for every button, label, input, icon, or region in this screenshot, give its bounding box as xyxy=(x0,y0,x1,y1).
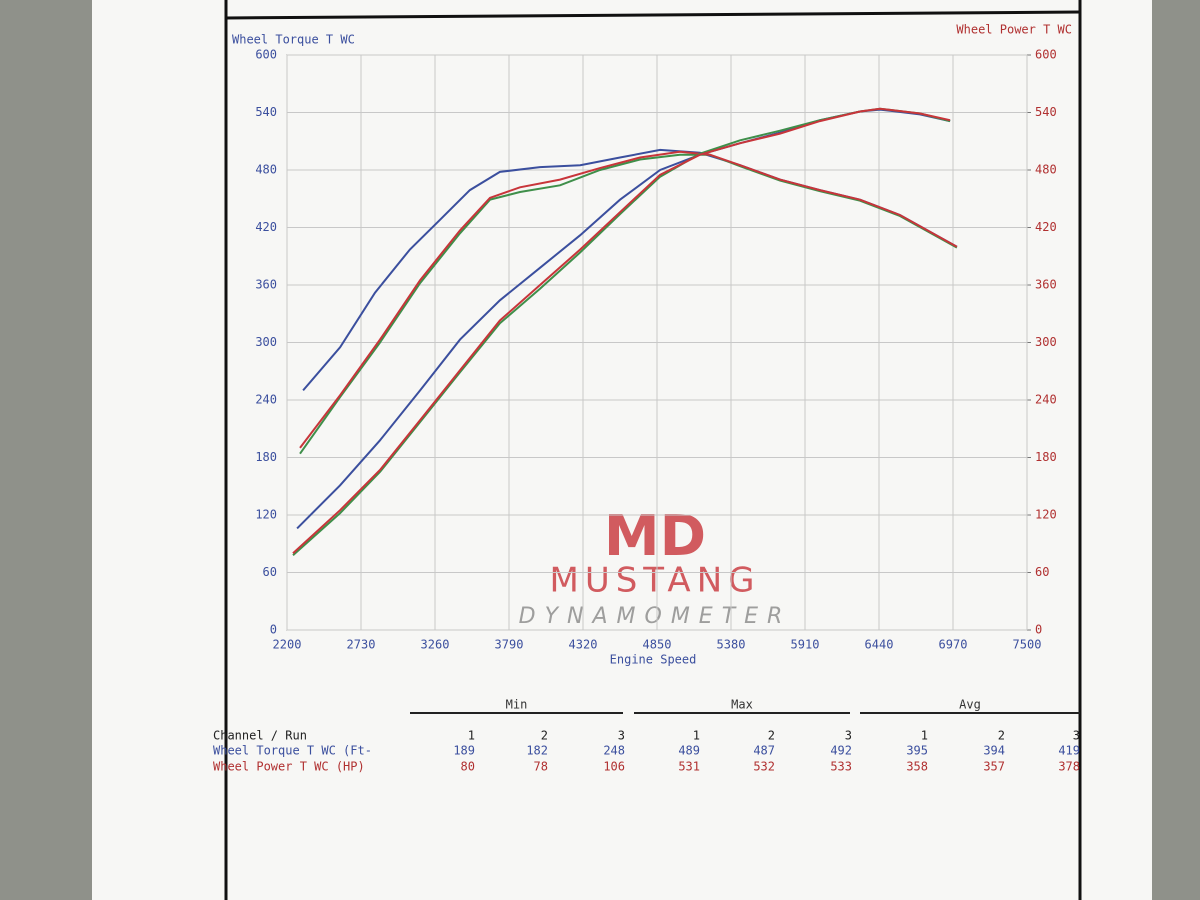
y-tick-label: 420 xyxy=(255,220,277,234)
cell: 80 xyxy=(461,760,475,774)
cell: 378 xyxy=(1058,760,1080,774)
border-top xyxy=(225,10,1081,20)
y2-tick-label: 480 xyxy=(1035,163,1057,177)
y-tick-label: 120 xyxy=(255,508,277,522)
y2-tick-label: 60 xyxy=(1035,565,1049,579)
cell: 248 xyxy=(603,744,625,758)
x-tick-label: 4850 xyxy=(643,638,672,652)
cell: 489 xyxy=(678,744,700,758)
x-tick-label: 6970 xyxy=(939,638,968,652)
x-tick-label: 7500 xyxy=(1013,638,1042,652)
y2-tick-label: 0 xyxy=(1035,623,1042,637)
y2-tick-label: 240 xyxy=(1035,393,1057,407)
y-tick-label: 600 xyxy=(255,48,277,62)
cell: 358 xyxy=(906,760,928,774)
y-tick-label: 540 xyxy=(255,105,277,119)
row-label: Wheel Torque T WC (Ft- xyxy=(213,744,372,758)
x-tick-label: 5910 xyxy=(791,638,820,652)
group-header: Min xyxy=(506,698,528,712)
cell: 532 xyxy=(753,760,775,774)
y-tick-label: 300 xyxy=(255,335,277,349)
run-header: 3 xyxy=(845,729,852,743)
y-tick-label: 0 xyxy=(270,623,277,637)
x-tick-label: 5380 xyxy=(717,638,746,652)
cell: 395 xyxy=(906,744,928,758)
cell: 487 xyxy=(753,744,775,758)
x-tick-label: 2730 xyxy=(347,638,376,652)
y2-tick-label: 540 xyxy=(1035,105,1057,119)
cell: 357 xyxy=(983,760,1005,774)
y2-tick-label: 600 xyxy=(1035,48,1057,62)
logo-name: MUSTANG xyxy=(550,561,761,601)
y-tick-label: 180 xyxy=(255,450,277,464)
x-tick-label: 4320 xyxy=(569,638,598,652)
y-tick-label: 240 xyxy=(255,393,277,407)
curve xyxy=(299,150,958,449)
cell: 531 xyxy=(678,760,700,774)
y2-tick-label: 420 xyxy=(1035,220,1057,234)
logo-mark: MD xyxy=(604,504,706,569)
cell: 533 xyxy=(830,760,852,774)
y2-tick-label: 180 xyxy=(1035,450,1057,464)
run-header: 3 xyxy=(618,729,625,743)
curve xyxy=(292,107,951,555)
y-tick-label: 480 xyxy=(255,163,277,177)
row-label: Wheel Power T WC (HP) xyxy=(213,760,365,774)
run-header: 2 xyxy=(768,729,775,743)
cell: 419 xyxy=(1058,744,1080,758)
cell: 182 xyxy=(526,744,548,758)
cell: 189 xyxy=(453,744,475,758)
cell: 492 xyxy=(830,744,852,758)
y-tick-label: 60 xyxy=(263,565,277,579)
x-tick-label: 3260 xyxy=(421,638,450,652)
y2-tick-label: 300 xyxy=(1035,335,1057,349)
run-header: 1 xyxy=(921,729,928,743)
logo-sub: DYNAMOMETER xyxy=(519,604,792,629)
group-header: Avg xyxy=(959,698,981,712)
y2-tick-label: 120 xyxy=(1035,508,1057,522)
group-header: Max xyxy=(731,698,753,712)
y2-tick-label: 360 xyxy=(1035,278,1057,292)
run-header: 3 xyxy=(1073,729,1080,743)
run-header: 2 xyxy=(998,729,1005,743)
channel-label: Channel / Run xyxy=(213,729,307,743)
x-axis-label: Engine Speed xyxy=(610,653,697,667)
y2-axis-label: Wheel Power T WC xyxy=(956,23,1072,37)
cell: 106 xyxy=(603,760,625,774)
cell: 78 xyxy=(534,760,548,774)
x-tick-label: 3790 xyxy=(495,638,524,652)
y-axis-label: Wheel Torque T WC xyxy=(232,33,355,47)
x-tick-label: 2200 xyxy=(273,638,302,652)
x-tick-label: 6440 xyxy=(865,638,894,652)
run-header: 1 xyxy=(693,729,700,743)
y-tick-label: 360 xyxy=(255,278,277,292)
run-header: 2 xyxy=(541,729,548,743)
paper xyxy=(92,0,1152,900)
cell: 394 xyxy=(983,744,1005,758)
run-header: 1 xyxy=(468,729,475,743)
